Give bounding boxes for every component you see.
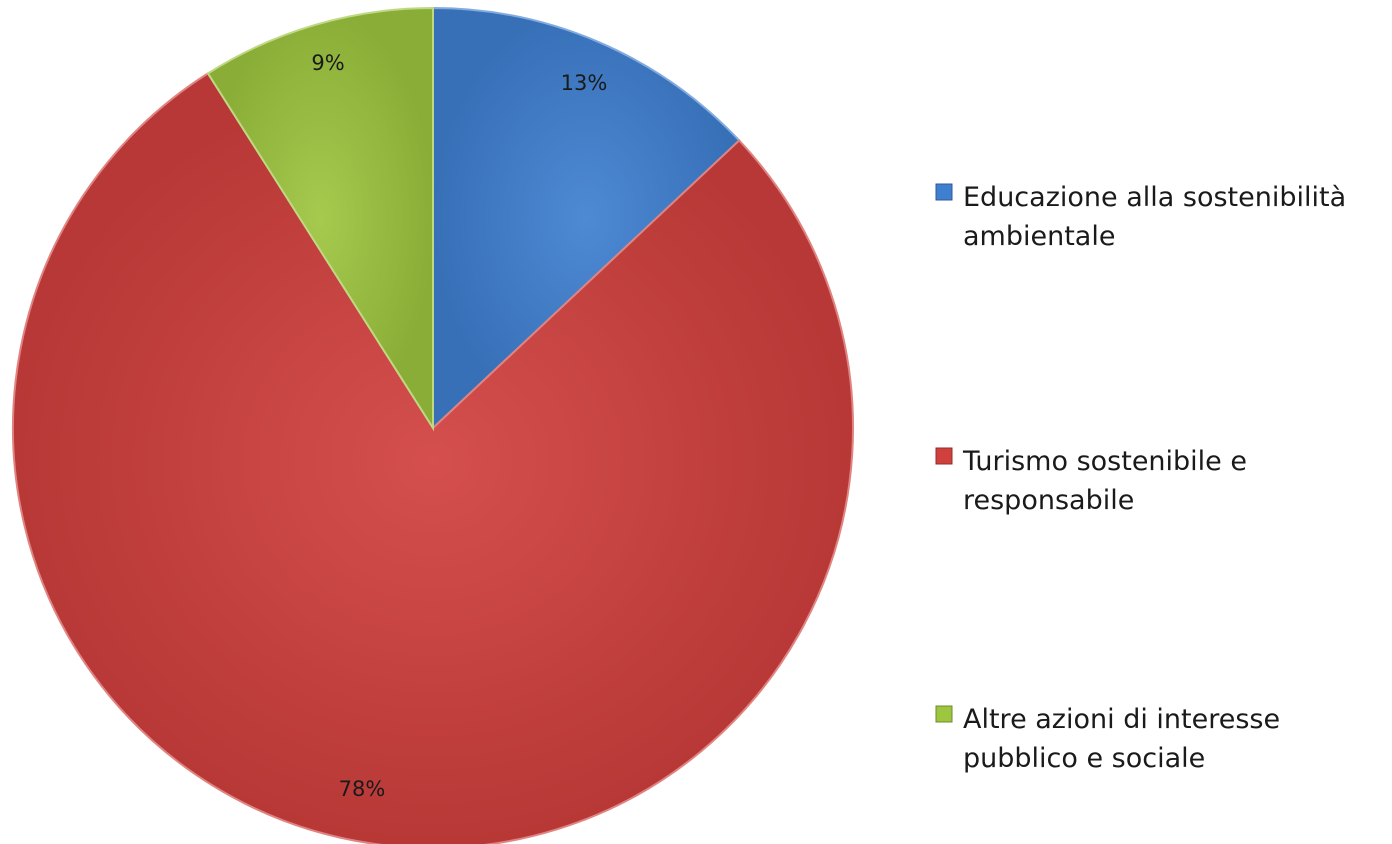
- pie-slice-educazione: [432, 6, 741, 431]
- data-label-educazione: 13%: [561, 71, 608, 95]
- legend-label-altre-line-1: Altre azioni di interesse: [963, 704, 1280, 735]
- legend-label-altre-line-2: pubblico e sociale: [963, 743, 1205, 774]
- legend-item-educazione: Educazione alla sostenibilità ambientale: [935, 182, 1346, 252]
- legend-item-turismo: Turismo sostenibile e responsabile: [935, 446, 1247, 516]
- legend-label-educazione-line-2: ambientale: [963, 221, 1115, 252]
- legend: Educazione alla sostenibilità ambientale T…: [935, 182, 1346, 774]
- data-label-turismo: 78%: [339, 777, 386, 801]
- legend-swatch-turismo: [935, 447, 953, 465]
- legend-swatch-educazione: [935, 183, 953, 201]
- legend-swatch-altre: [935, 705, 953, 723]
- legend-label-turismo-line-2: responsabile: [963, 485, 1134, 516]
- pie-slice-turismo: [12, 72, 854, 844]
- pie-data-labels: 13% 78% 9%: [311, 51, 607, 801]
- pie-slice-altre: [206, 6, 434, 432]
- legend-label-turismo-line-1: Turismo sostenibile e: [962, 446, 1247, 477]
- legend-label-educazione-line-1: Educazione alla sostenibilità: [963, 182, 1346, 213]
- data-label-altre: 9%: [311, 51, 344, 75]
- legend-item-altre: Altre azioni di interesse pubblico e soci…: [935, 704, 1280, 774]
- pie-slices: [12, 6, 854, 844]
